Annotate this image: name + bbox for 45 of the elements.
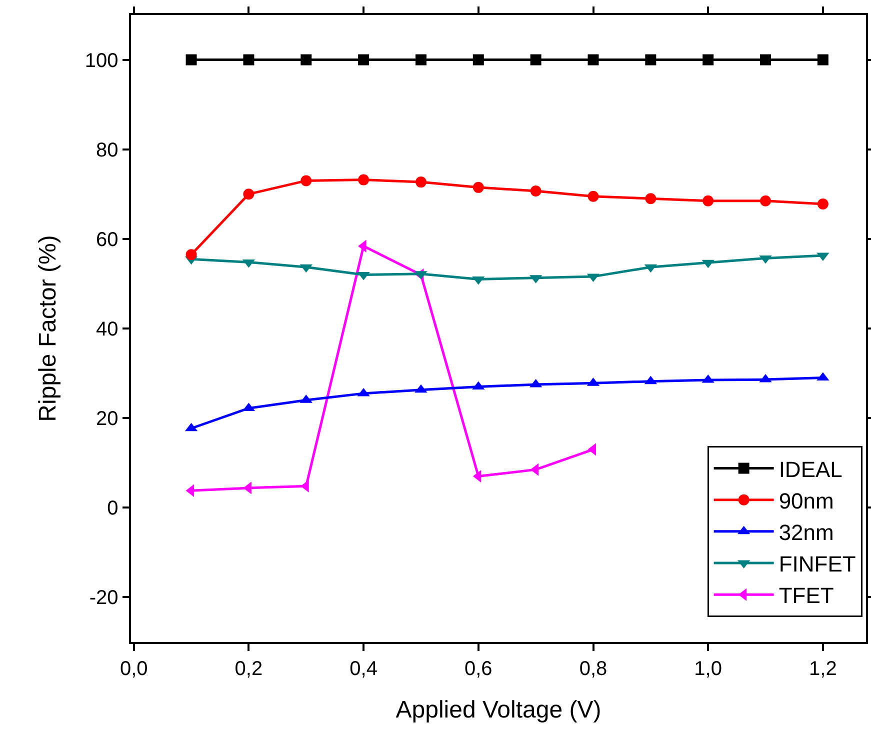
x-tick-label: 0,2: [234, 658, 263, 680]
point: [760, 195, 772, 206]
point: [186, 54, 197, 66]
point: [645, 54, 656, 66]
y-tick-label: 20: [96, 408, 118, 430]
y-tick-label: 0: [107, 498, 118, 520]
legend-label: IDEAL: [778, 456, 842, 482]
legend-label: TFET: [778, 583, 834, 608]
legend-label: 32nm: [778, 520, 834, 545]
point: [300, 175, 312, 186]
point: [760, 54, 772, 66]
y-axis-title: Ripple Factor (%): [34, 235, 62, 422]
point: [243, 188, 254, 200]
point: [588, 190, 599, 202]
y-tick-label: 40: [96, 318, 118, 340]
point: [300, 54, 312, 66]
y-tick-label: 100: [84, 50, 118, 72]
point: [702, 195, 714, 206]
point: [243, 54, 254, 66]
x-tick-label: 0,8: [579, 658, 608, 680]
point: [472, 182, 484, 193]
legend-label: FINFET: [778, 552, 856, 577]
point: [817, 198, 828, 210]
y-tick-label: -20: [89, 587, 118, 610]
x-tick-label: 1,2: [809, 658, 837, 680]
legend-label: 90nm: [778, 488, 834, 514]
point: [472, 54, 484, 66]
point: [530, 54, 542, 66]
x-tick-label: 0,4: [350, 658, 378, 680]
point: [645, 193, 656, 204]
point: [186, 249, 197, 260]
y-tick-label: 80: [96, 139, 118, 162]
x-tick-label: 0,6: [464, 658, 492, 680]
point: [415, 54, 426, 66]
y-tick-label: 60: [96, 228, 118, 251]
point: [817, 54, 828, 66]
x-axis-title: Applied Voltage (V): [396, 696, 602, 724]
point: [702, 54, 714, 66]
x-tick-label: 1,0: [694, 658, 722, 680]
point: [358, 174, 370, 186]
point: [530, 186, 542, 197]
x-tick-label: 0,0: [120, 658, 148, 680]
point: [358, 54, 370, 66]
point: [588, 54, 599, 66]
point: [415, 176, 426, 188]
